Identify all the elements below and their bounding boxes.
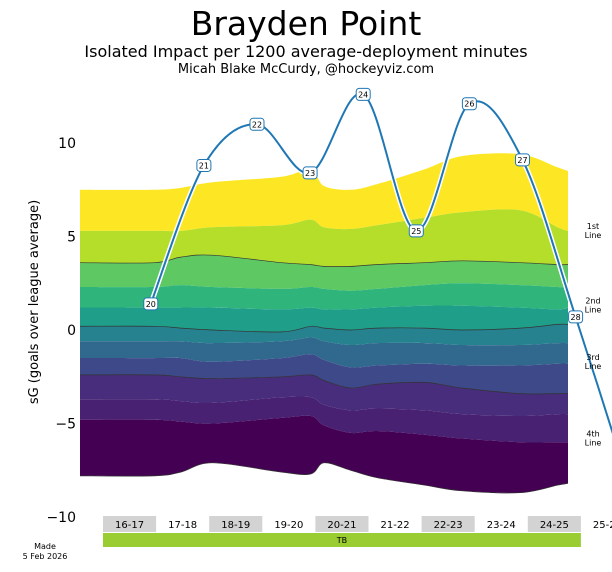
line-label-sub: Line [585, 438, 602, 447]
point-label-box [249, 117, 265, 131]
chart-subtitle: Isolated Impact per 1200 average-deploym… [84, 42, 528, 61]
y-tick-label: 10 [58, 136, 76, 152]
line-label-sub: Line [585, 362, 602, 371]
point-label: 20 [143, 297, 159, 311]
point-label: 24 [355, 87, 371, 101]
season-label: 22-23 [434, 520, 463, 531]
line-layer [148, 91, 612, 439]
point-label-box [514, 153, 530, 167]
point-label-box [302, 166, 318, 180]
season-label: 24-25 [540, 520, 569, 531]
deployment-band [80, 153, 568, 232]
season-shade [209, 516, 263, 532]
chart-title: Brayden Point [190, 4, 422, 43]
season-labels-layer: 16-17 17-18 18-19 19-20 20-21 21-22 22-23 23-24… [103, 516, 612, 547]
y-axis-label: sG (goals over league average) [27, 200, 42, 404]
point-label-box [408, 224, 424, 238]
y-tick-label: −5 [55, 417, 76, 433]
team-bar-label: TB [336, 536, 347, 545]
point-label-text: 20 [146, 300, 156, 309]
season-label: 17-18 [168, 520, 197, 531]
point-label-text: 28 [570, 313, 580, 322]
season-shade [103, 516, 157, 532]
point-label-box [355, 87, 371, 101]
season-shade [527, 516, 581, 532]
deployment-band [80, 396, 568, 443]
deployment-band [80, 374, 568, 416]
point-label-text: 27 [517, 156, 527, 165]
y-tick-label: 0 [67, 323, 76, 339]
point-label-box [143, 297, 159, 311]
season-label: 25-26 [593, 520, 612, 531]
point-label-text: 22 [252, 120, 262, 129]
y-tick-label: −10 [46, 510, 76, 526]
point-label: 26 [461, 97, 477, 111]
point-label: 28 [568, 310, 584, 324]
season-label: 23-24 [487, 520, 516, 531]
point-label-text: 26 [464, 100, 474, 109]
point-label: 21 [196, 158, 212, 172]
deployment-band [80, 305, 568, 333]
deployment-band [80, 337, 568, 368]
season-label: 20-21 [327, 520, 356, 531]
line-group-divider [79, 254, 569, 267]
deployment-band [80, 209, 568, 267]
point-label: 22 [249, 117, 265, 131]
season-label: 16-17 [115, 520, 144, 531]
line-group-divider [79, 323, 569, 333]
deployment-band [80, 283, 568, 310]
point-label-box [568, 310, 584, 324]
line-label-sub: Line [585, 231, 602, 240]
y-axis-ticks: 10 5 0 −5 −10 [46, 136, 76, 526]
season-label: 19-20 [274, 520, 303, 531]
season-shade [315, 516, 369, 532]
deployment-band [80, 254, 568, 291]
point-label: 25 [408, 224, 424, 238]
deployment-band [80, 415, 568, 493]
season-label: 18-19 [221, 520, 250, 531]
deployment-band [80, 354, 568, 394]
made-note: Made 5 Feb 2026 [8, 542, 82, 562]
point-label-box [196, 158, 212, 172]
point-labels-layer: 20212223242526272829 [143, 87, 584, 324]
point-label-box [461, 97, 477, 111]
team-bar [103, 533, 581, 547]
chart-byline: Micah Blake McCurdy, @hockeyviz.com [177, 62, 435, 77]
made-date: 5 Feb 2026 [22, 552, 68, 561]
line-label-sub: Line [585, 306, 602, 315]
season-label: 21-22 [381, 520, 410, 531]
point-label-text: 23 [305, 169, 315, 178]
line-label: 4th [586, 429, 599, 438]
line-group-divider [79, 374, 568, 395]
y-tick-label: 5 [67, 230, 76, 246]
impact-line [149, 92, 612, 434]
line-group-divider [79, 462, 569, 494]
point-label: 27 [514, 153, 530, 167]
point-label: 23 [302, 166, 318, 180]
line-label: 2nd [585, 297, 600, 306]
point-label-text: 21 [199, 161, 209, 170]
line-label: 3rd [586, 353, 599, 362]
deployment-band [80, 324, 568, 346]
bands-layer [79, 153, 569, 494]
made-label: Made [34, 542, 56, 551]
point-label-text: 25 [411, 227, 421, 236]
season-shade [421, 516, 475, 532]
line-label: 1st [587, 222, 599, 231]
point-label-text: 24 [358, 90, 368, 99]
